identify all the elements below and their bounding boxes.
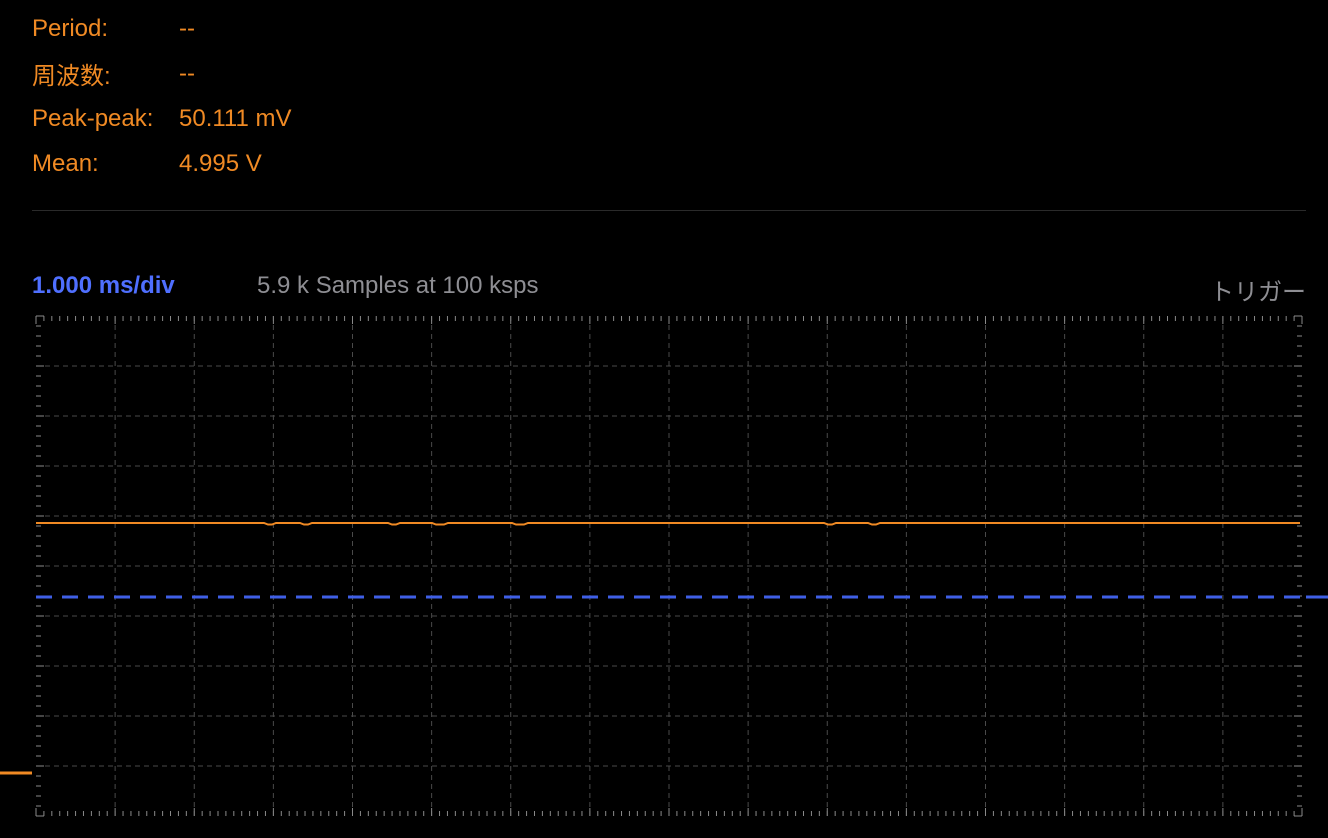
sample-rate-readout: 5.9 k Samples at 100 ksps (257, 272, 539, 299)
measurement-peak-peak: Peak-peak: 50.111 mV (32, 96, 292, 141)
period-value: -- (179, 14, 195, 42)
mean-label: Mean: (32, 149, 99, 177)
trace-layer (0, 522, 1328, 775)
graticule-ticks (35, 315, 1303, 817)
peak-peak-value: 50.111 mV (179, 104, 292, 132)
measurement-frequency: 周波数: -- (32, 51, 292, 96)
frequency-label: 周波数: (32, 63, 111, 90)
section-divider (32, 210, 1306, 211)
channel-1-trace (36, 522, 1300, 526)
period-label: Period: (32, 14, 109, 42)
measurement-period: Period: -- (32, 6, 292, 51)
graticule-grid (36, 316, 1302, 816)
scope-status-bar: 1.000 ms/div 5.9 k Samples at 100 ksps ト… (32, 270, 1306, 306)
trigger-button[interactable]: トリガー (1210, 279, 1306, 306)
measurement-mean: Mean: 4.995 V (32, 141, 292, 186)
peak-peak-label: Peak-peak: (32, 104, 154, 132)
frequency-value: -- (179, 59, 195, 87)
timebase-readout[interactable]: 1.000 ms/div (32, 272, 175, 299)
measurements-panel: Period: -- 周波数: -- Peak-peak: 50.111 mV … (32, 6, 292, 186)
mean-value: 4.995 V (179, 149, 262, 177)
